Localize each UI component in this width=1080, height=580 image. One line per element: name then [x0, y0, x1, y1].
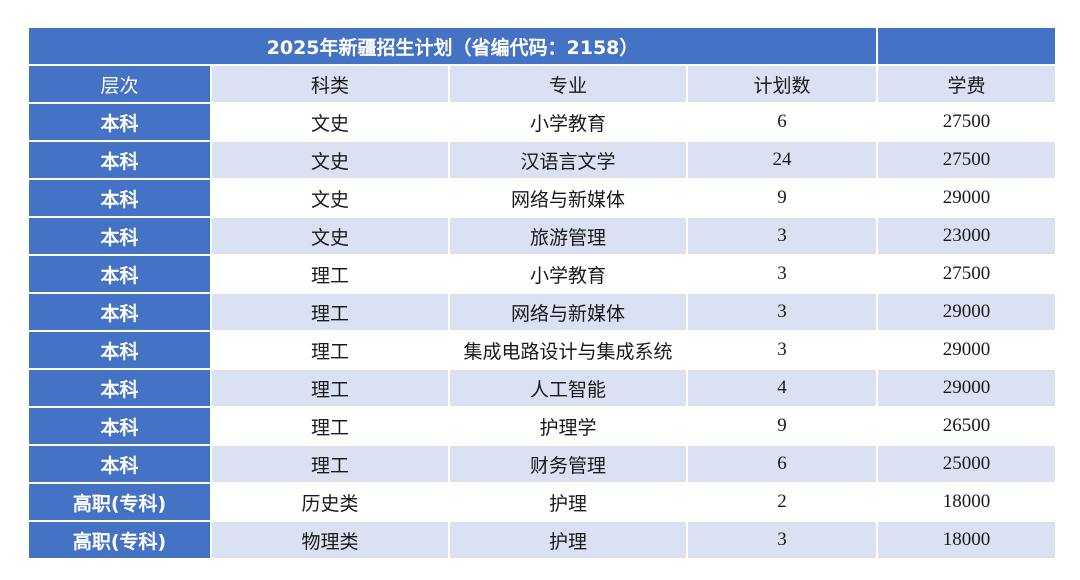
cell-tuition: 27500: [876, 102, 1058, 142]
cell-major: 旅游管理: [448, 216, 688, 256]
table-row: 本科 理工 财务管理 6 25000: [27, 444, 1058, 484]
table-body: 本科 文史 小学教育 6 27500 本科 文史 汉语言文学 24 27500 本科 文史 网络与新媒体…: [27, 102, 1058, 560]
cell-major: 网络与新媒体: [448, 178, 688, 218]
table-title-empty-cell: [876, 26, 1058, 66]
cell-tuition: 26500: [876, 406, 1058, 446]
cell-tuition: 29000: [876, 368, 1058, 408]
cell-tuition: 18000: [876, 520, 1058, 560]
table-row: 高职(专科) 历史类 护理 2 18000: [27, 482, 1058, 522]
cell-level: 本科: [27, 254, 212, 294]
cell-level: 本科: [27, 368, 212, 408]
cell-category: 物理类: [210, 520, 450, 560]
cell-category: 文史: [210, 216, 450, 256]
cell-category: 理工: [210, 254, 450, 294]
cell-category: 理工: [210, 368, 450, 408]
cell-category: 文史: [210, 140, 450, 180]
cell-plan-count: 9: [685, 178, 879, 218]
table-title-row: 2025年新疆招生计划（省编代码：2158）: [26, 26, 1058, 66]
cell-tuition: 18000: [876, 482, 1058, 522]
enrollment-plan-table: 2025年新疆招生计划（省编代码：2158） 层次 科类 专业 计划数 学费 本…: [26, 26, 1058, 560]
cell-tuition: 29000: [876, 178, 1058, 218]
cell-tuition: 29000: [876, 292, 1058, 332]
table-row: 本科 理工 集成电路设计与集成系统 3 29000: [27, 330, 1058, 370]
table-row: 本科 理工 人工智能 4 29000: [27, 368, 1058, 408]
cell-level: 本科: [27, 292, 212, 332]
cell-plan-count: 3: [685, 216, 879, 256]
cell-major: 汉语言文学: [448, 140, 688, 180]
cell-plan-count: 3: [685, 330, 879, 370]
cell-major: 网络与新媒体: [448, 292, 688, 332]
cell-level: 本科: [27, 216, 212, 256]
cell-tuition: 29000: [876, 330, 1058, 370]
cell-major: 财务管理: [448, 444, 688, 484]
table-row: 高职(专科) 物理类 护理 3 18000: [27, 520, 1058, 560]
cell-major: 人工智能: [448, 368, 688, 408]
cell-major: 小学教育: [448, 102, 688, 142]
cell-level: 高职(专科): [27, 520, 212, 560]
table-row: 本科 理工 小学教育 3 27500: [27, 254, 1058, 294]
cell-major: 小学教育: [448, 254, 688, 294]
cell-plan-count: 6: [685, 444, 879, 484]
table-title: 2025年新疆招生计划（省编代码：2158）: [26, 26, 879, 66]
table-row: 本科 文史 旅游管理 3 23000: [27, 216, 1058, 256]
cell-category: 文史: [210, 178, 450, 218]
header-category: 科类: [210, 64, 450, 104]
cell-plan-count: 3: [685, 520, 879, 560]
table-row: 本科 文史 小学教育 6 27500: [27, 102, 1058, 142]
cell-category: 历史类: [210, 482, 450, 522]
cell-category: 理工: [210, 292, 450, 332]
header-major: 专业: [448, 64, 688, 104]
cell-level: 本科: [27, 444, 212, 484]
cell-level: 本科: [27, 102, 212, 142]
cell-level: 本科: [27, 330, 212, 370]
cell-tuition: 23000: [876, 216, 1058, 256]
cell-major: 护理学: [448, 406, 688, 446]
cell-category: 文史: [210, 102, 450, 142]
cell-plan-count: 2: [685, 482, 879, 522]
cell-plan-count: 4: [685, 368, 879, 408]
cell-level: 高职(专科): [27, 482, 212, 522]
header-level: 层次: [27, 64, 212, 104]
table-row: 本科 文史 网络与新媒体 9 29000: [27, 178, 1058, 218]
table-row: 本科 文史 汉语言文学 24 27500: [27, 140, 1058, 180]
cell-plan-count: 3: [685, 292, 879, 332]
cell-plan-count: 9: [685, 406, 879, 446]
cell-plan-count: 6: [685, 102, 879, 142]
cell-level: 本科: [27, 406, 212, 446]
header-tuition: 学费: [876, 64, 1058, 104]
cell-major: 护理: [448, 520, 688, 560]
cell-major: 护理: [448, 482, 688, 522]
column-header-row: 层次 科类 专业 计划数 学费: [27, 64, 1058, 104]
cell-tuition: 25000: [876, 444, 1058, 484]
table-row: 本科 理工 网络与新媒体 3 29000: [27, 292, 1058, 332]
header-plan-count: 计划数: [685, 64, 879, 104]
cell-major: 集成电路设计与集成系统: [448, 330, 688, 370]
cell-tuition: 27500: [876, 140, 1058, 180]
cell-level: 本科: [27, 178, 212, 218]
cell-category: 理工: [210, 406, 450, 446]
cell-tuition: 27500: [876, 254, 1058, 294]
table-row: 本科 理工 护理学 9 26500: [27, 406, 1058, 446]
enrollment-plan-container: 2025年新疆招生计划（省编代码：2158） 层次 科类 专业 计划数 学费 本…: [26, 26, 1058, 560]
cell-plan-count: 3: [685, 254, 879, 294]
cell-category: 理工: [210, 330, 450, 370]
cell-category: 理工: [210, 444, 450, 484]
cell-plan-count: 24: [685, 140, 879, 180]
cell-level: 本科: [27, 140, 212, 180]
